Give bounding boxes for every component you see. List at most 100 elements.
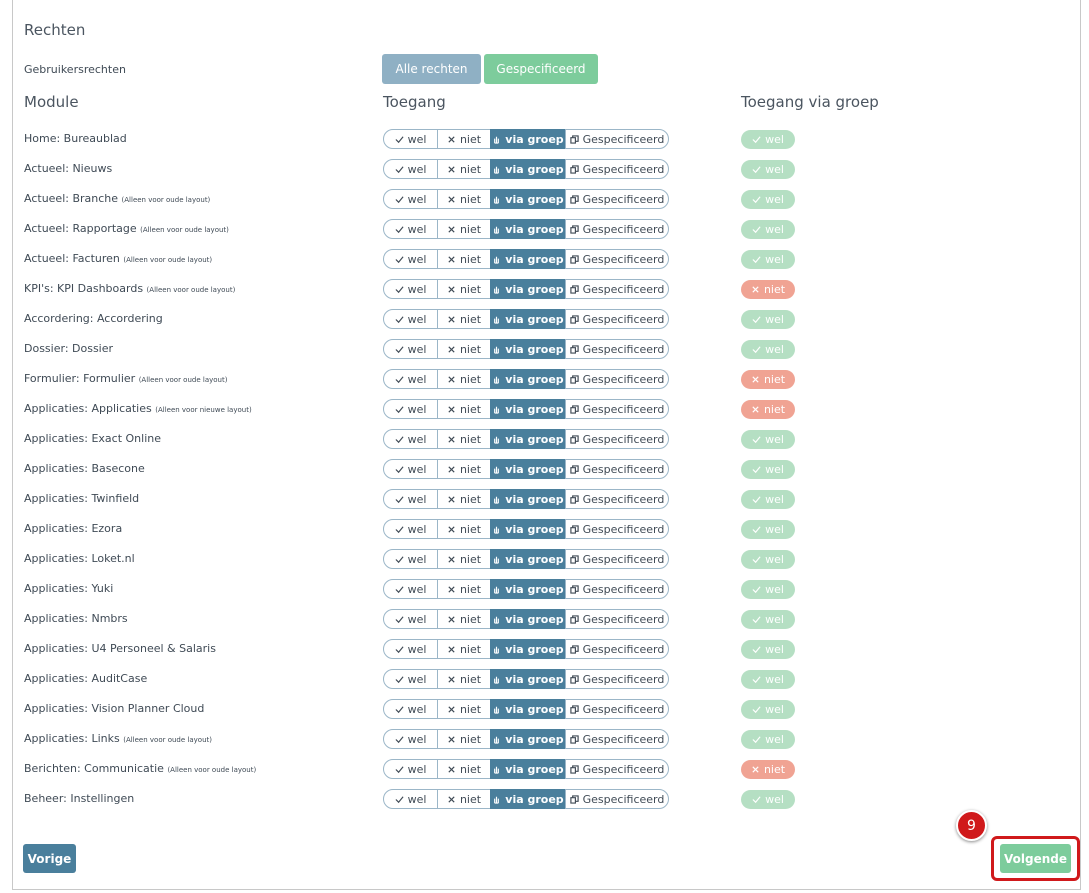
access-option[interactable]: niet: [437, 699, 491, 719]
access-option[interactable]: wel: [383, 309, 438, 329]
access-option[interactable]: Gespecificeerd: [565, 789, 669, 809]
access-option[interactable]: via groep: [490, 339, 566, 359]
access-option[interactable]: via groep: [490, 489, 566, 509]
access-option[interactable]: niet: [437, 729, 491, 749]
previous-button[interactable]: Vorige: [23, 844, 76, 873]
access-option[interactable]: via groep: [490, 759, 566, 779]
access-option[interactable]: via groep: [490, 519, 566, 539]
access-option[interactable]: wel: [383, 189, 438, 209]
access-option[interactable]: wel: [383, 399, 438, 419]
access-option[interactable]: Gespecificeerd: [565, 759, 669, 779]
access-option[interactable]: via groep: [490, 369, 566, 389]
access-option[interactable]: Gespecificeerd: [565, 729, 669, 749]
access-option[interactable]: Gespecificeerd: [565, 399, 669, 419]
access-option[interactable]: wel: [383, 429, 438, 449]
access-option[interactable]: niet: [437, 249, 491, 269]
access-option[interactable]: Gespecificeerd: [565, 609, 669, 629]
access-option[interactable]: Gespecificeerd: [565, 639, 669, 659]
access-option[interactable]: wel: [383, 609, 438, 629]
access-option[interactable]: Gespecificeerd: [565, 669, 669, 689]
access-option[interactable]: niet: [437, 489, 491, 509]
access-option[interactable]: Gespecificeerd: [565, 189, 669, 209]
access-option[interactable]: wel: [383, 339, 438, 359]
access-option[interactable]: niet: [437, 459, 491, 479]
specified-button[interactable]: Gespecificeerd: [484, 54, 598, 84]
access-option[interactable]: Gespecificeerd: [565, 339, 669, 359]
access-option[interactable]: via groep: [490, 219, 566, 239]
access-option[interactable]: via groep: [490, 159, 566, 179]
access-option[interactable]: wel: [383, 459, 438, 479]
access-option[interactable]: niet: [437, 579, 491, 599]
access-option[interactable]: via groep: [490, 459, 566, 479]
access-option[interactable]: niet: [437, 369, 491, 389]
access-option[interactable]: niet: [437, 429, 491, 449]
access-option[interactable]: niet: [437, 399, 491, 419]
access-option[interactable]: wel: [383, 489, 438, 509]
access-option[interactable]: wel: [383, 369, 438, 389]
access-option[interactable]: niet: [437, 309, 491, 329]
access-option[interactable]: wel: [383, 129, 438, 149]
access-option[interactable]: niet: [437, 759, 491, 779]
access-option[interactable]: wel: [383, 279, 438, 299]
access-option[interactable]: via groep: [490, 309, 566, 329]
access-option[interactable]: niet: [437, 129, 491, 149]
access-option[interactable]: niet: [437, 549, 491, 569]
access-option[interactable]: Gespecificeerd: [565, 309, 669, 329]
access-option[interactable]: niet: [437, 219, 491, 239]
access-option[interactable]: via groep: [490, 189, 566, 209]
access-option[interactable]: wel: [383, 549, 438, 569]
access-option[interactable]: Gespecificeerd: [565, 519, 669, 539]
access-option[interactable]: wel: [383, 219, 438, 239]
access-option[interactable]: wel: [383, 699, 438, 719]
all-rights-button[interactable]: Alle rechten: [382, 54, 481, 84]
access-option[interactable]: via groep: [490, 279, 566, 299]
access-option[interactable]: Gespecificeerd: [565, 459, 669, 479]
next-button[interactable]: Volgende: [1000, 844, 1071, 873]
access-option[interactable]: via groep: [490, 429, 566, 449]
access-option[interactable]: wel: [383, 639, 438, 659]
access-option[interactable]: wel: [383, 159, 438, 179]
access-option[interactable]: via groep: [490, 789, 566, 809]
access-option[interactable]: niet: [437, 339, 491, 359]
access-option[interactable]: Gespecificeerd: [565, 549, 669, 569]
access-option[interactable]: niet: [437, 639, 491, 659]
access-option[interactable]: via groep: [490, 399, 566, 419]
access-option[interactable]: wel: [383, 729, 438, 749]
access-option[interactable]: wel: [383, 669, 438, 689]
access-option[interactable]: via groep: [490, 579, 566, 599]
group-status-label: wel: [765, 253, 784, 266]
access-option[interactable]: wel: [383, 249, 438, 269]
access-option[interactable]: via groep: [490, 669, 566, 689]
access-option[interactable]: Gespecificeerd: [565, 699, 669, 719]
access-option[interactable]: via groep: [490, 699, 566, 719]
access-option[interactable]: wel: [383, 789, 438, 809]
access-option[interactable]: via groep: [490, 549, 566, 569]
access-option[interactable]: wel: [383, 519, 438, 539]
access-option[interactable]: wel: [383, 759, 438, 779]
access-option[interactable]: Gespecificeerd: [565, 159, 669, 179]
access-option[interactable]: Gespecificeerd: [565, 129, 669, 149]
access-option[interactable]: niet: [437, 519, 491, 539]
access-option[interactable]: niet: [437, 189, 491, 209]
access-option[interactable]: Gespecificeerd: [565, 489, 669, 509]
access-option[interactable]: wel: [383, 579, 438, 599]
access-option[interactable]: via groep: [490, 249, 566, 269]
access-option[interactable]: niet: [437, 159, 491, 179]
access-option[interactable]: via groep: [490, 639, 566, 659]
icon: [448, 645, 455, 653]
icon: [494, 796, 500, 804]
access-option[interactable]: niet: [437, 279, 491, 299]
access-option[interactable]: Gespecificeerd: [565, 429, 669, 449]
access-option[interactable]: Gespecificeerd: [565, 369, 669, 389]
access-option-label: via groep: [505, 252, 564, 266]
access-option[interactable]: niet: [437, 789, 491, 809]
access-option[interactable]: niet: [437, 669, 491, 689]
access-option[interactable]: via groep: [490, 609, 566, 629]
access-option[interactable]: Gespecificeerd: [565, 579, 669, 599]
access-option[interactable]: via groep: [490, 729, 566, 749]
access-option[interactable]: Gespecificeerd: [565, 219, 669, 239]
access-option[interactable]: niet: [437, 609, 491, 629]
access-option[interactable]: Gespecificeerd: [565, 249, 669, 269]
access-option[interactable]: via groep: [490, 129, 566, 149]
access-option[interactable]: Gespecificeerd: [565, 279, 669, 299]
